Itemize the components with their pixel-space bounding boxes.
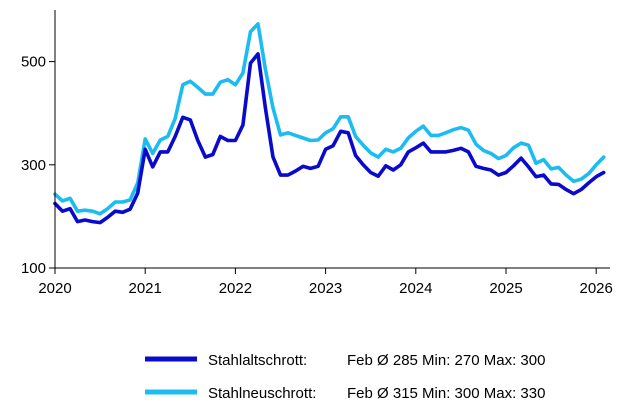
- y-tick-label: 300: [21, 157, 46, 174]
- x-tick-label: 2022: [219, 280, 252, 297]
- legend-stats-stahlneuschrott: Feb Ø 315 Min: 300 Max: 330: [347, 385, 545, 402]
- legend-stats-stahlaltschrott: Feb Ø 285 Min: 270 Max: 300: [347, 352, 545, 369]
- series-line-stahlaltschrott: [53, 52, 606, 225]
- x-tick-label: 2020: [38, 280, 71, 297]
- legend-label-stahlneuschrott: Stahlneuschrott:: [208, 385, 316, 402]
- series-line-stahlneuschrott: [53, 22, 606, 216]
- x-tick-label: 2024: [399, 280, 432, 297]
- x-tick-label: 2021: [129, 280, 162, 297]
- legend-label-stahlaltschrott: Stahlaltschrott:: [208, 352, 307, 369]
- x-tick-label: 2025: [489, 280, 522, 297]
- axes: [49, 10, 610, 274]
- plot-lines: [53, 22, 606, 225]
- x-tick-label: 2026: [580, 280, 613, 297]
- tick-labels: 100 300 500 2020 2021 2022 2023 2024 2025 2026: [21, 54, 613, 297]
- y-tick-label: 100: [21, 260, 46, 277]
- y-tick-label: 500: [21, 54, 46, 71]
- x-tick-label: 2023: [309, 280, 342, 297]
- legend: Stahlaltschrott: Feb Ø 285 Min: 270 Max:…: [145, 352, 545, 402]
